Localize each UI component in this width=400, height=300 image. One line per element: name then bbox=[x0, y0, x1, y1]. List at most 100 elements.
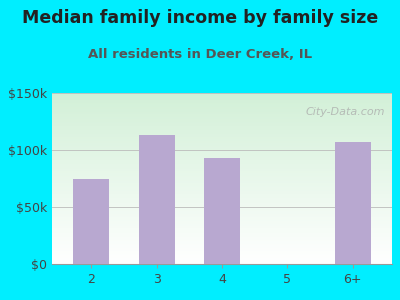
Bar bbox=[52, 130, 392, 131]
Bar bbox=[52, 257, 392, 258]
Bar bbox=[52, 240, 392, 241]
Bar bbox=[52, 186, 392, 187]
Text: City-Data.com: City-Data.com bbox=[306, 107, 385, 117]
Bar bbox=[52, 103, 392, 104]
Bar bbox=[52, 171, 392, 173]
Bar bbox=[52, 94, 392, 96]
Bar bbox=[52, 116, 392, 117]
Bar bbox=[52, 211, 392, 213]
Bar bbox=[52, 107, 392, 109]
Bar bbox=[52, 173, 392, 174]
Bar bbox=[52, 256, 392, 257]
Bar bbox=[52, 237, 392, 238]
Bar bbox=[52, 233, 392, 234]
Bar bbox=[52, 236, 392, 237]
Bar bbox=[52, 124, 392, 126]
Bar bbox=[52, 181, 392, 183]
Bar bbox=[52, 97, 392, 99]
Bar bbox=[52, 110, 392, 112]
Bar bbox=[52, 161, 392, 163]
Bar bbox=[52, 224, 392, 226]
Bar bbox=[52, 99, 392, 100]
Bar bbox=[52, 102, 392, 103]
Bar bbox=[52, 241, 392, 243]
Bar bbox=[52, 178, 392, 180]
Bar bbox=[52, 143, 392, 144]
Bar bbox=[52, 207, 392, 208]
Bar bbox=[52, 197, 392, 199]
Bar bbox=[52, 156, 392, 157]
Bar bbox=[52, 146, 392, 147]
Bar bbox=[52, 201, 392, 203]
Bar bbox=[52, 191, 392, 193]
Bar bbox=[52, 123, 392, 124]
Bar bbox=[52, 174, 392, 175]
Bar bbox=[52, 133, 392, 134]
Text: All residents in Deer Creek, IL: All residents in Deer Creek, IL bbox=[88, 48, 312, 61]
Bar bbox=[52, 136, 392, 137]
Bar bbox=[52, 183, 392, 184]
Bar bbox=[52, 131, 392, 133]
Bar bbox=[52, 194, 392, 196]
Bar bbox=[52, 166, 392, 167]
Bar bbox=[52, 261, 392, 262]
Bar bbox=[52, 169, 392, 170]
Bar bbox=[52, 157, 392, 158]
Bar bbox=[52, 140, 392, 142]
Bar bbox=[52, 231, 392, 233]
Bar bbox=[52, 163, 392, 164]
Bar bbox=[52, 223, 392, 224]
Bar bbox=[52, 214, 392, 215]
Bar bbox=[52, 117, 392, 119]
Bar bbox=[52, 122, 392, 123]
Bar bbox=[52, 147, 392, 148]
Bar bbox=[52, 104, 392, 106]
Bar bbox=[52, 137, 392, 139]
Bar bbox=[52, 253, 392, 254]
Bar bbox=[73, 178, 109, 264]
Bar bbox=[335, 142, 371, 264]
Bar bbox=[52, 106, 392, 107]
Bar bbox=[52, 142, 392, 143]
Bar bbox=[52, 250, 392, 251]
Bar bbox=[52, 139, 392, 140]
Bar bbox=[52, 234, 392, 236]
Bar bbox=[52, 247, 392, 248]
Bar bbox=[52, 119, 392, 120]
Bar bbox=[204, 158, 240, 264]
Bar bbox=[52, 100, 392, 102]
Bar bbox=[52, 129, 392, 130]
Bar bbox=[52, 180, 392, 181]
Bar bbox=[52, 127, 392, 129]
Bar bbox=[52, 154, 392, 156]
Bar bbox=[52, 109, 392, 110]
Bar bbox=[52, 200, 392, 201]
Bar bbox=[52, 243, 392, 244]
Bar bbox=[52, 193, 392, 194]
Bar bbox=[52, 112, 392, 113]
Bar bbox=[52, 187, 392, 188]
Bar bbox=[52, 134, 392, 136]
Bar bbox=[52, 251, 392, 253]
Bar bbox=[52, 190, 392, 191]
Bar bbox=[52, 208, 392, 210]
Bar bbox=[52, 176, 392, 177]
Bar bbox=[52, 114, 392, 116]
Bar bbox=[52, 221, 392, 223]
Bar bbox=[52, 160, 392, 161]
Bar bbox=[52, 170, 392, 171]
Bar bbox=[52, 215, 392, 217]
Bar bbox=[52, 226, 392, 227]
Bar bbox=[52, 184, 392, 186]
Bar bbox=[139, 135, 174, 264]
Bar bbox=[52, 167, 392, 169]
Bar bbox=[52, 204, 392, 206]
Bar bbox=[52, 254, 392, 256]
Bar bbox=[52, 206, 392, 207]
Bar bbox=[52, 188, 392, 190]
Bar bbox=[52, 144, 392, 146]
Bar bbox=[52, 164, 392, 166]
Bar bbox=[52, 228, 392, 230]
Bar bbox=[52, 150, 392, 152]
Bar bbox=[52, 248, 392, 250]
